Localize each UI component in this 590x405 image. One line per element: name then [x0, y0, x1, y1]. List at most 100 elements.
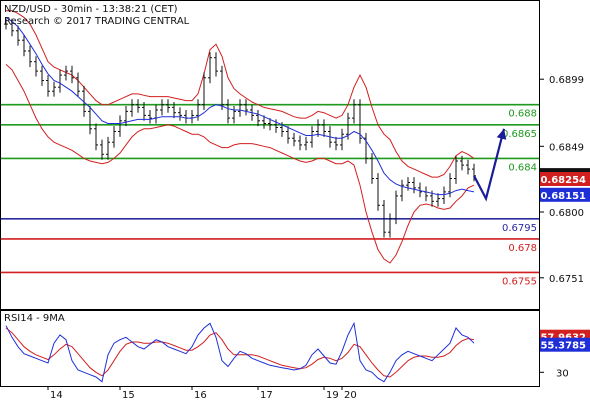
chart-title: NZD/USD - 30min - 13:38:21 (CET)	[4, 4, 178, 15]
price-bar	[76, 72, 80, 97]
price-bar	[184, 110, 188, 124]
level-label-1: 0.6865	[502, 129, 537, 140]
chart-subtitle: Research © 2017 TRADING CENTRAL	[4, 16, 190, 27]
price-bar	[376, 173, 380, 211]
price-bar	[196, 99, 200, 121]
moving-average-layer	[5, 16, 475, 196]
price-bar	[298, 135, 302, 151]
indicator-tag-1-label: 0.68151	[540, 191, 586, 202]
rsi-tag-1-bg	[540, 337, 590, 352]
price-bar	[22, 34, 26, 57]
price-bar	[100, 139, 104, 160]
price-bar	[172, 102, 176, 119]
price-bar	[340, 128, 344, 151]
rsi-layer	[5, 321, 475, 383]
rsi-panel-border	[0, 310, 540, 387]
rsi-tag-1-label: 55.3785	[540, 341, 586, 352]
level-label-2: 0.684	[508, 162, 537, 173]
price-bar	[322, 119, 326, 137]
level-label-0: 0.688	[508, 109, 537, 120]
price-bar	[226, 99, 230, 124]
x-tick-label: 14	[50, 390, 63, 400]
price-bar	[238, 99, 242, 117]
forecast-arrow-head	[496, 128, 507, 140]
price-bar	[382, 200, 386, 238]
price-bar	[208, 52, 212, 84]
price-bar	[148, 110, 152, 124]
price-bar	[16, 25, 20, 46]
axis-layer: 0.68990.68490.68000.67510.682750.682540.…	[47, 75, 590, 401]
indicator-tag-0-bg	[540, 172, 590, 186]
x-tick-label: 19	[326, 390, 339, 400]
price-bar	[304, 136, 308, 151]
price-bar	[286, 126, 290, 144]
forecast-layer	[473, 128, 507, 202]
price-bar	[412, 177, 416, 194]
x-tick-label: 16	[194, 390, 207, 400]
price-bar	[310, 126, 314, 148]
price-bar	[256, 110, 260, 127]
price-panel-border	[0, 0, 540, 310]
price-bar	[154, 104, 158, 124]
price-bar	[34, 56, 38, 77]
x-tick-label: 15	[122, 390, 135, 400]
forecast-arrow-line	[473, 128, 506, 202]
price-bar	[106, 136, 110, 160]
price-bar	[124, 106, 128, 127]
price-bar	[370, 153, 374, 184]
rsi-tick-label: 30	[556, 368, 569, 379]
bollinger-upper-line	[6, 10, 475, 178]
price-bar	[136, 99, 140, 113]
indicator-tag-0: 0.68254	[540, 172, 590, 186]
price-bar	[334, 136, 338, 151]
rsi-tag-1: 55.3785	[540, 337, 590, 352]
price-bar	[166, 99, 170, 113]
price-bar	[436, 193, 440, 207]
price-tick-label: 0.6751	[549, 274, 584, 285]
price-bar	[46, 75, 50, 97]
price-bar	[262, 115, 266, 129]
price-bar	[232, 106, 236, 124]
price-bar	[118, 115, 122, 137]
moving-average-line	[5, 16, 475, 196]
price-bar	[160, 99, 164, 116]
price-bar	[352, 99, 356, 124]
rsi-panel-label: RSI14 - 9MA	[4, 313, 65, 324]
price-bar	[202, 72, 206, 110]
price-bar	[244, 99, 248, 116]
indicator-tag-0-label: 0.68254	[540, 175, 586, 186]
indicator-tag-1-bg	[540, 187, 590, 202]
bollinger-bands-layer	[5, 10, 475, 264]
price-bar	[112, 126, 116, 148]
x-tick-label: 20	[344, 390, 357, 400]
price-bar	[418, 182, 422, 198]
price-bar	[442, 186, 446, 204]
price-bar	[94, 123, 98, 151]
price-bars-layer	[4, 18, 476, 238]
price-bar	[178, 107, 182, 121]
price-tick-label: 0.6849	[549, 142, 584, 153]
price-bar	[142, 102, 146, 121]
price-bar	[358, 99, 362, 144]
price-tick-label: 0.6899	[549, 75, 584, 86]
price-bar	[190, 110, 194, 124]
price-bar	[220, 65, 224, 110]
price-bar	[130, 99, 134, 117]
price-bar	[70, 65, 74, 84]
rsi-ma-line	[5, 327, 475, 378]
bollinger-lower-line	[5, 64, 475, 264]
price-bar	[454, 155, 458, 184]
price-bar	[4, 18, 8, 30]
price-bar	[292, 132, 296, 147]
x-tick-label: 17	[260, 390, 273, 400]
price-bar	[214, 52, 218, 77]
indicator-tag-1: 0.68151	[540, 187, 590, 202]
price-bar	[460, 155, 464, 171]
level-label-4: 0.678	[508, 243, 537, 254]
price-bar	[268, 118, 272, 131]
level-label-3: 0.6795	[502, 223, 537, 234]
price-bar	[400, 179, 404, 202]
levels-layer: 0.688 0.6865 0.684 0.6795 0.678 0.6755	[1, 103, 539, 287]
